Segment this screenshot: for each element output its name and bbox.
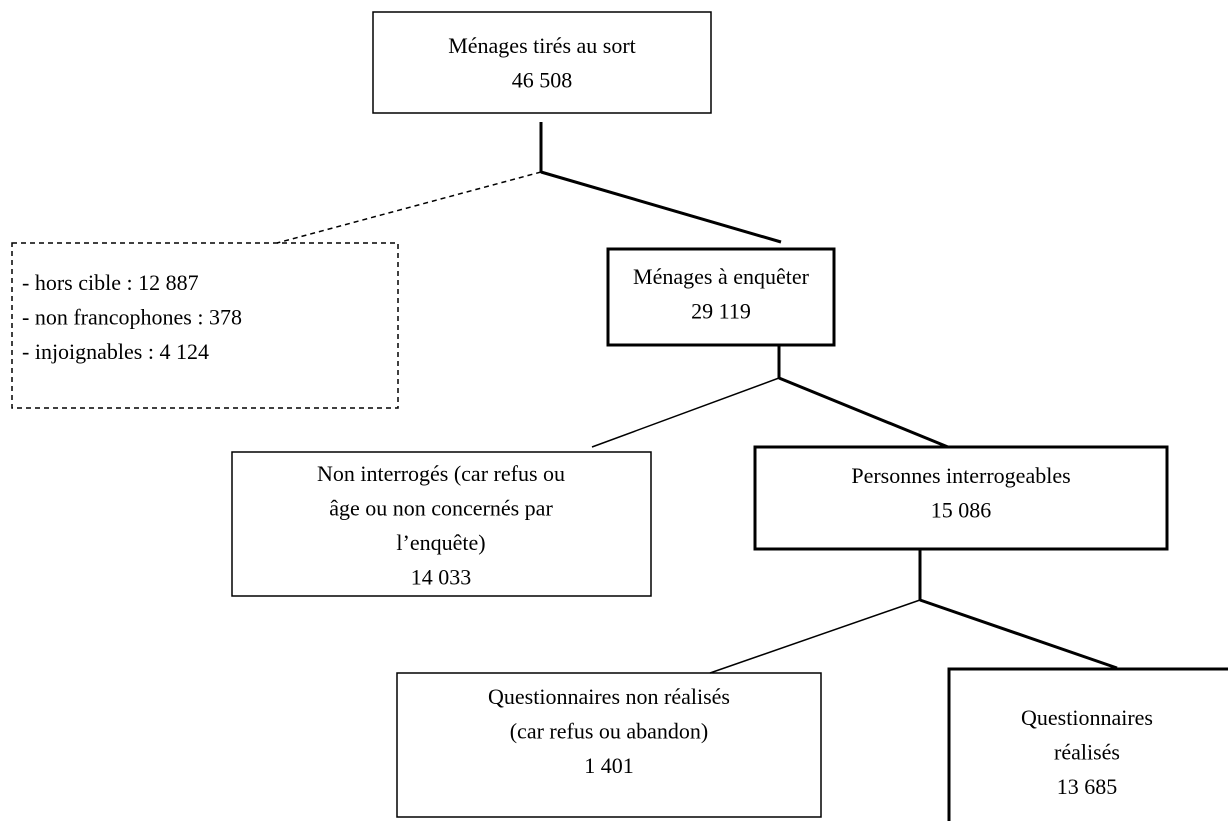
node-label: Questionnaires non réalisés [488,684,730,709]
box-realises [947,667,1228,821]
node-label: - non francophones : 378 [22,305,242,330]
connector [709,599,921,674]
node-label: 29 119 [691,299,751,324]
connector [919,598,1118,670]
node-label: Ménages tirés au sort [448,33,636,58]
node-label: - hors cible : 12 887 [22,270,199,295]
node-label: 46 508 [512,68,573,93]
node-label: 1 401 [584,753,634,778]
box-top [372,11,712,114]
node-label: 14 033 [411,565,472,590]
node-label: Personnes interrogeables [851,463,1070,488]
box-non-interroges [231,451,652,597]
node-label: 15 086 [931,498,992,523]
node-label: Ménages à enquêter [633,264,810,289]
connector [591,377,780,448]
node-label: réalisés [1054,740,1120,765]
connector [276,171,542,244]
node-label: Questionnaires [1021,705,1153,730]
connector [778,376,949,449]
box-non-realises [396,672,822,818]
node-label: 13 685 [1057,774,1118,799]
box-excluded [11,242,399,409]
box-personnes [753,445,1169,551]
box-menages [606,247,836,347]
node-label: l’enquête) [396,530,485,555]
node-label: (car refus ou abandon) [510,719,709,744]
connector [540,170,782,244]
node-label: âge ou non concernés par [329,496,553,521]
node-label: - injoignables : 4 124 [22,339,209,364]
node-label: Non interrogés (car refus ou [317,461,565,486]
